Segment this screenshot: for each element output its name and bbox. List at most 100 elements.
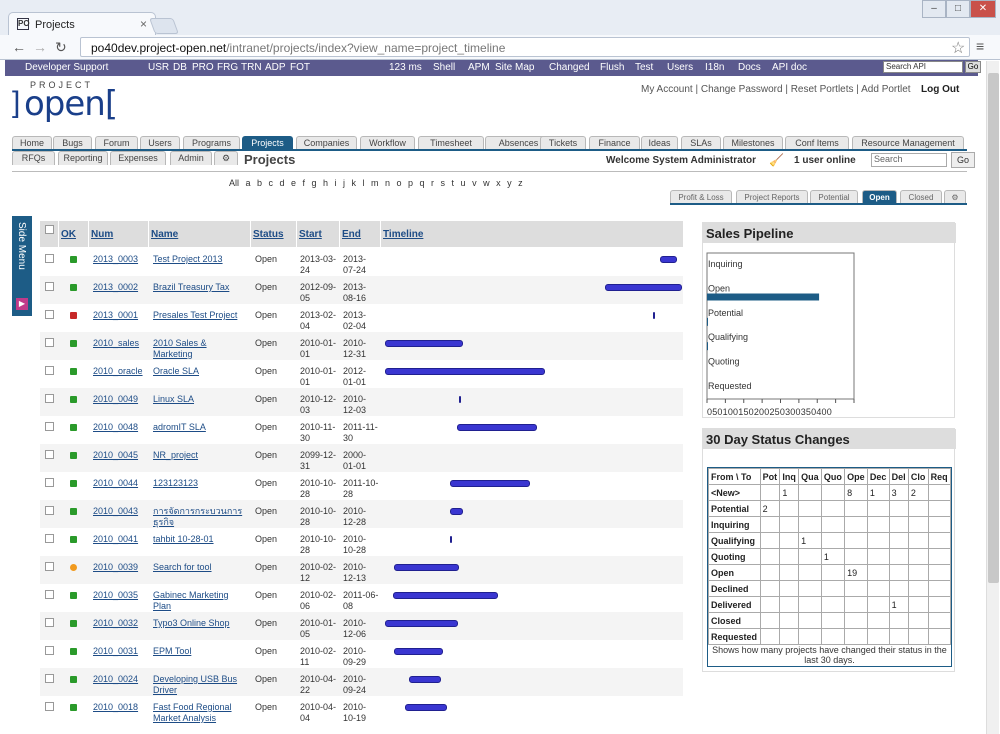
tab-expenses[interactable]: Expenses xyxy=(110,151,166,165)
dev-link-flush[interactable]: Flush xyxy=(600,62,625,73)
filter-tab-wrench-icon[interactable]: ⚙ xyxy=(944,190,966,204)
col-header-status[interactable]: Status xyxy=(251,221,296,247)
timeline-bar[interactable] xyxy=(384,620,458,627)
tab-workflow[interactable]: Workflow xyxy=(360,136,415,150)
col-header-start[interactable]: Start xyxy=(297,221,339,247)
cell-num[interactable]: 2010_sales xyxy=(93,338,140,348)
cell-num[interactable]: 2010_0041 xyxy=(93,534,139,544)
dev-link-frg[interactable]: FRG xyxy=(217,62,239,73)
tab-companies[interactable]: Companies xyxy=(296,136,357,150)
page-scrollbar[interactable] xyxy=(986,61,999,734)
row-checkbox[interactable] xyxy=(45,254,54,263)
cell-name[interactable]: Typo3 Online Shop xyxy=(153,618,230,628)
dev-link-users[interactable]: Users xyxy=(667,62,694,73)
timeline-bar[interactable] xyxy=(449,536,452,543)
row-checkbox[interactable] xyxy=(45,702,54,711)
row-checkbox[interactable] xyxy=(45,366,54,375)
cell-num[interactable]: 2010_0031 xyxy=(93,646,139,656)
timeline-bar[interactable] xyxy=(660,256,677,263)
dev-link-db[interactable]: DB xyxy=(173,62,187,73)
api-search-go-button[interactable]: Go xyxy=(965,61,981,73)
dev-link-shell[interactable]: Shell xyxy=(433,62,456,73)
reload-icon[interactable]: ↻ xyxy=(55,39,67,55)
select-all-checkbox[interactable] xyxy=(45,225,54,234)
api-search-input[interactable]: Search API xyxy=(883,61,963,73)
cell-num[interactable]: 2010_0032 xyxy=(93,618,139,628)
timeline-bar[interactable] xyxy=(405,704,448,711)
dev-link-fot[interactable]: FOT xyxy=(290,62,310,73)
chart-bar[interactable] xyxy=(707,293,820,301)
tab-milestones[interactable]: Milestones xyxy=(723,136,783,150)
cell-num[interactable]: 2010_0044 xyxy=(93,478,139,488)
dev-link-apm[interactable]: APM xyxy=(468,62,490,73)
timeline-bar[interactable] xyxy=(457,424,538,431)
dev-link-test[interactable]: Test xyxy=(635,62,654,73)
col-header-num[interactable]: Num xyxy=(89,221,148,247)
filter-tab-open[interactable]: Open xyxy=(862,190,897,204)
filter-tab-potential[interactable]: Potential xyxy=(810,190,858,204)
cell-name[interactable]: Test Project 2013 xyxy=(153,254,223,264)
timeline-bar[interactable] xyxy=(449,508,463,515)
tab-admin[interactable]: Admin xyxy=(170,151,212,165)
filter-tab-closed[interactable]: Closed xyxy=(900,190,942,204)
col-header-end[interactable]: End xyxy=(340,221,380,247)
row-checkbox[interactable] xyxy=(45,618,54,627)
tab-slas[interactable]: SLAs xyxy=(681,136,721,150)
cell-name[interactable]: Fast Food Regional Market Analysis xyxy=(153,702,232,723)
row-checkbox[interactable] xyxy=(45,394,54,403)
cell-name[interactable]: Oracle SLA xyxy=(153,366,200,376)
tab-ideas[interactable]: Ideas xyxy=(641,136,678,150)
maximize-button[interactable]: □ xyxy=(946,0,970,18)
bookmark-star-icon[interactable]: ☆ xyxy=(951,40,966,57)
tab-tickets[interactable]: Tickets xyxy=(540,136,586,150)
back-arrow-icon[interactable]: ← xyxy=(12,39,26,55)
cell-name[interactable]: 123123123 xyxy=(153,478,199,488)
col-header-name[interactable]: Name xyxy=(149,221,250,247)
header-search-go-button[interactable]: Go xyxy=(951,152,975,168)
url-bar[interactable]: po40dev.project-open.net/intranet/projec… xyxy=(80,37,970,57)
cell-num[interactable]: 2013_0001 xyxy=(93,310,139,320)
expand-arrow-icon[interactable]: ▶ xyxy=(16,298,28,310)
alphabet-filter[interactable]: All a b c d e f g h i j k l m n o p q r … xyxy=(229,178,523,188)
cell-num[interactable]: 2010_0024 xyxy=(93,674,139,684)
row-checkbox[interactable] xyxy=(45,646,54,655)
header-search-input[interactable]: Search xyxy=(871,153,947,167)
cell-name[interactable]: Brazil Treasury Tax xyxy=(153,282,230,292)
col-header-timeline[interactable]: Timeline xyxy=(381,221,683,247)
tab-wrench-icon[interactable]: ⚙ xyxy=(214,151,238,165)
project-open-logo[interactable]: ] PROJECT open[ xyxy=(12,80,122,124)
cell-num[interactable]: 2013_0003 xyxy=(93,254,139,264)
timeline-bar[interactable] xyxy=(384,368,546,375)
row-checkbox[interactable] xyxy=(45,338,54,347)
tab-programs[interactable]: Programs xyxy=(183,136,240,150)
cell-name[interactable]: tahbit 10-28-01 xyxy=(153,534,214,544)
forward-arrow-icon[interactable]: → xyxy=(33,39,47,55)
cell-name[interactable]: Developing USB Bus Driver xyxy=(153,674,238,695)
cell-name[interactable]: Gabinec Marketing Plan xyxy=(153,590,229,611)
cell-num[interactable]: 2010_0049 xyxy=(93,394,139,404)
dev-link-trn[interactable]: TRN xyxy=(241,62,262,73)
cell-num[interactable]: 2010_0048 xyxy=(93,422,139,432)
cell-num[interactable]: 2013_0002 xyxy=(93,282,139,292)
cell-name[interactable]: การจัดการกระบวนการธุรกิจ xyxy=(153,506,243,527)
timeline-bar[interactable] xyxy=(393,648,444,655)
cell-num[interactable]: 2010_0045 xyxy=(93,450,139,460)
side-menu-toggle[interactable]: Side Menu ▶ xyxy=(12,216,32,316)
filter-tab-project-reports[interactable]: Project Reports xyxy=(736,190,808,204)
row-checkbox[interactable] xyxy=(45,506,54,515)
dev-link-123-ms[interactable]: 123 ms xyxy=(389,62,422,73)
broom-icon[interactable]: 🧹 xyxy=(769,153,784,167)
row-checkbox[interactable] xyxy=(45,562,54,571)
row-checkbox[interactable] xyxy=(45,590,54,599)
minimize-button[interactable]: – xyxy=(922,0,946,18)
browser-tab[interactable]: PO Projects × xyxy=(8,12,156,36)
row-checkbox[interactable] xyxy=(45,450,54,459)
cell-num[interactable]: 2010_0035 xyxy=(93,590,139,600)
tab-close-icon[interactable]: × xyxy=(139,17,147,31)
users-online[interactable]: 1 user online xyxy=(794,155,856,166)
row-checkbox[interactable] xyxy=(45,422,54,431)
dev-link-usr[interactable]: USR xyxy=(148,62,170,73)
cell-num[interactable]: 2010_0018 xyxy=(93,702,139,712)
scrollbar-thumb[interactable] xyxy=(988,73,999,583)
close-window-button[interactable]: ✕ xyxy=(970,0,996,18)
